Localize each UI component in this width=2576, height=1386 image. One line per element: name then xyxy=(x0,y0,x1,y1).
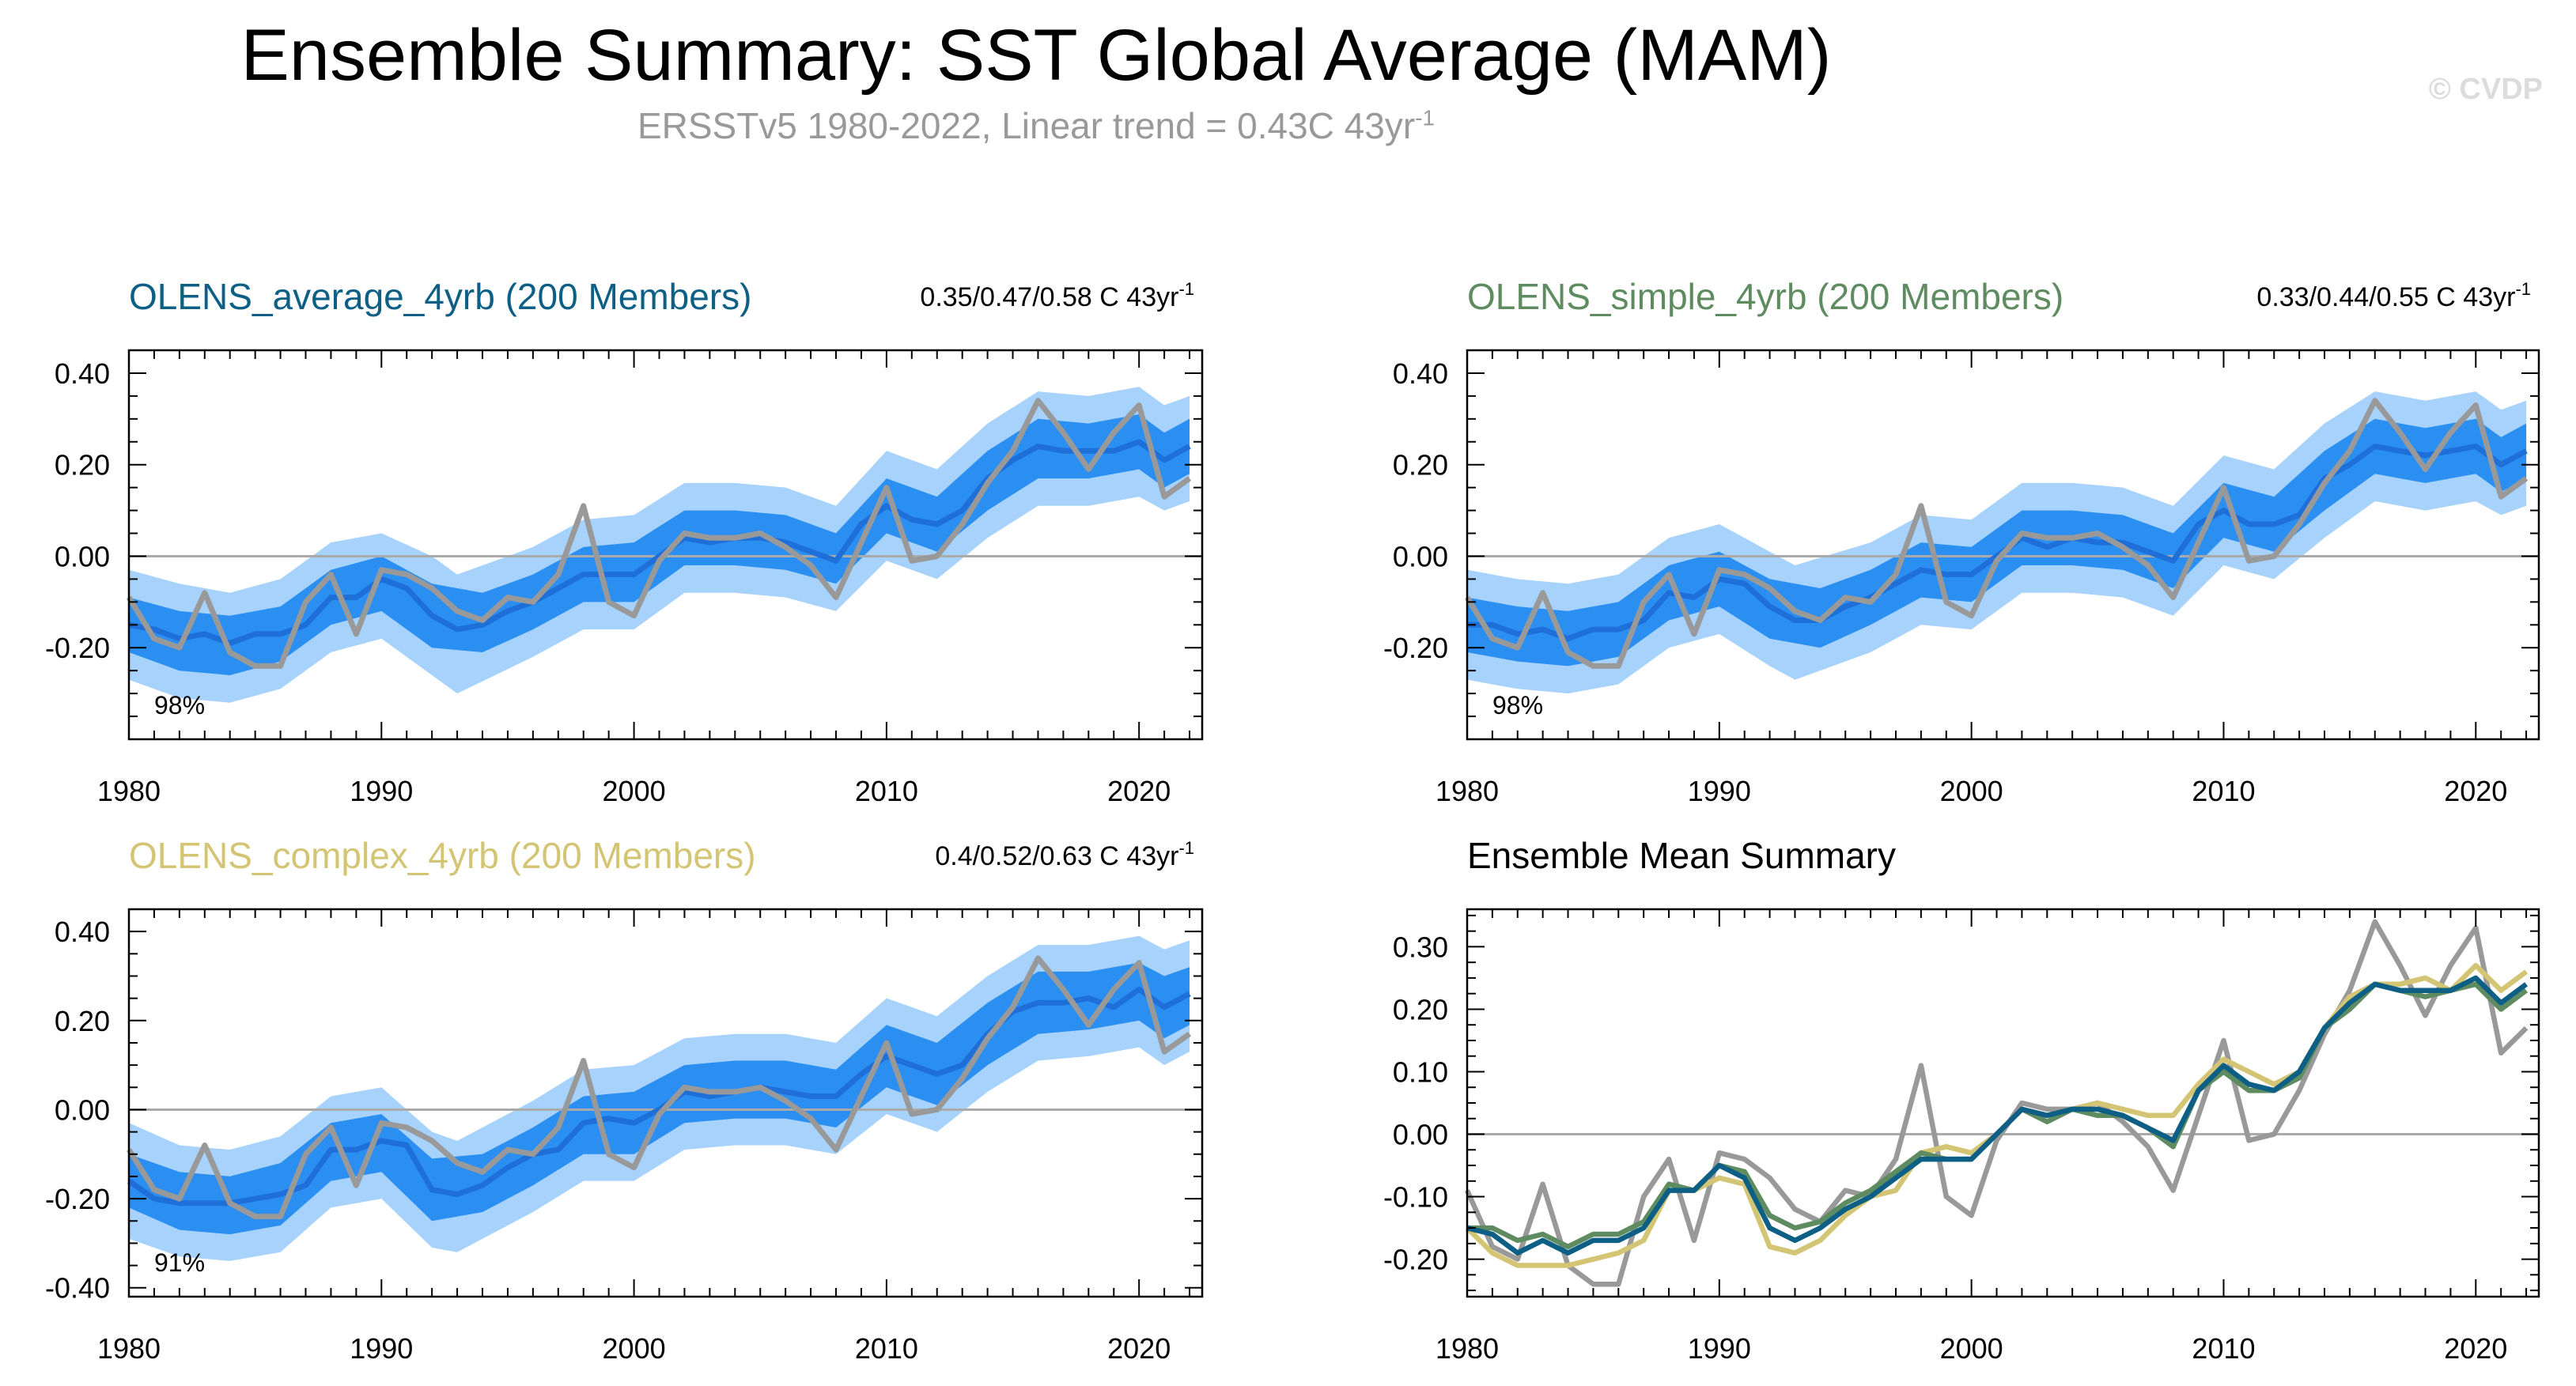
y-tick-label: -0.20 xyxy=(45,632,110,664)
x-tick-label: 2010 xyxy=(855,1332,918,1365)
trend-superscript: -1 xyxy=(1178,279,1194,299)
inner-spread-band xyxy=(129,414,1190,675)
x-tick-label: 2020 xyxy=(2444,1332,2507,1365)
summary-series-line-4 xyxy=(1466,975,2529,1256)
trend-label: 0.33/0.44/0.55 C 43yr-1 xyxy=(2256,279,2531,312)
y-tick-label: 0.00 xyxy=(1393,1119,1448,1151)
panel-title: OLENS_simple_4yrb (200 Members) xyxy=(1467,276,2063,317)
observations-line xyxy=(127,955,1192,1220)
percent-label: 98% xyxy=(1492,691,1543,719)
observations-line xyxy=(127,398,1192,669)
percent-label: 98% xyxy=(154,691,205,719)
main-subtitle: ERSSTv5 1980-2022, Linear trend = 0.43C … xyxy=(0,104,2072,147)
y-tick-label: 0.30 xyxy=(1393,931,1448,963)
ensemble-mean-line xyxy=(127,986,1191,1207)
trend-label: 0.4/0.52/0.63 C 43yr-1 xyxy=(935,838,1194,871)
x-tick-label: 2010 xyxy=(855,775,918,807)
chart-panel-1: OLENS_average_4yrb (200 Members) 0.35/0.4… xyxy=(45,276,1204,807)
x-tick-label: 2010 xyxy=(2192,775,2255,807)
y-tick-label: 0.20 xyxy=(1393,993,1448,1025)
x-tick-label: 1990 xyxy=(1688,1332,1751,1365)
y-tick-label: 0.20 xyxy=(55,449,110,482)
subtitle-text: ERSSTv5 1980-2022, Linear trend = 0.43C … xyxy=(637,105,1416,146)
y-tick-label: -0.20 xyxy=(1383,632,1448,664)
y-tick-label: -0.20 xyxy=(45,1183,110,1215)
x-tick-label: 2020 xyxy=(1107,1332,1171,1365)
y-tick-label: -0.20 xyxy=(1383,1244,1448,1276)
x-tick-label: 2010 xyxy=(2192,1332,2255,1365)
x-tick-label: 2000 xyxy=(1940,775,2003,807)
trend-superscript: -1 xyxy=(1178,838,1194,858)
trend-value: 0.33/0.44/0.55 C 43yr xyxy=(2256,282,2515,312)
panel-title: Ensemble Mean Summary xyxy=(1467,835,1896,876)
plot-frame xyxy=(127,349,1204,741)
y-tick-label: 0.20 xyxy=(55,1005,110,1037)
cvdp-watermark: © CVDP xyxy=(2428,73,2543,106)
trend-label: 0.35/0.47/0.58 C 43yr-1 xyxy=(920,279,1194,312)
x-tick-label: 2000 xyxy=(603,1332,666,1365)
y-tick-label: 0.00 xyxy=(1393,540,1448,572)
trend-value: 0.35/0.47/0.58 C 43yr xyxy=(920,282,1178,312)
summary-series-line-3 xyxy=(1467,981,2529,1250)
panel-title: OLENS_complex_4yrb (200 Members) xyxy=(129,835,756,876)
x-tick-label: 1990 xyxy=(1688,775,1751,807)
main-title: Ensemble Summary: SST Global Average (MA… xyxy=(240,15,1832,96)
y-tick-label: 0.00 xyxy=(55,540,110,572)
x-tick-label: 1980 xyxy=(97,1332,161,1365)
x-tick-label: 1990 xyxy=(350,775,413,807)
y-tick-label: -0.40 xyxy=(45,1272,110,1305)
plot-frame xyxy=(127,908,1204,1298)
subtitle-superscript: -1 xyxy=(1415,105,1436,130)
x-tick-label: 1990 xyxy=(350,1332,413,1365)
trend-superscript: -1 xyxy=(2515,279,2531,299)
x-tick-label: 2020 xyxy=(1107,775,1171,807)
y-tick-label: -0.10 xyxy=(1383,1181,1448,1214)
x-tick-label: 2000 xyxy=(1940,1332,2003,1365)
summary-series-line-1 xyxy=(1465,919,2529,1287)
x-tick-label: 1980 xyxy=(1436,1332,1499,1365)
plot-frame xyxy=(1466,349,2540,741)
x-tick-label: 1980 xyxy=(1436,775,1499,807)
x-tick-label: 1980 xyxy=(97,775,161,807)
inner-spread-band xyxy=(129,962,1190,1235)
percent-label: 91% xyxy=(154,1248,205,1277)
chart-panel-3: OLENS_complex_4yrb (200 Members) 0.4/0.52… xyxy=(45,835,1204,1365)
x-tick-label: 2000 xyxy=(603,775,666,807)
chart-panel-4: Ensemble Mean Summary -0.20 -0.10 0.00 0.10 0… xyxy=(1383,835,2540,1365)
y-tick-label: 0.10 xyxy=(1393,1056,1448,1088)
chart-panel-2: OLENS_simple_4yrb (200 Members) 0.33/0.44… xyxy=(1383,276,2540,807)
y-tick-label: 0.40 xyxy=(55,357,110,390)
x-tick-label: 2020 xyxy=(2444,775,2507,807)
y-tick-label: 0.40 xyxy=(1393,357,1448,390)
inner-spread-band xyxy=(1467,418,2527,667)
ensemble-mean-line xyxy=(128,439,1191,646)
observations-line xyxy=(1465,398,2529,669)
y-tick-label: 0.20 xyxy=(1393,449,1448,482)
y-tick-label: 0.40 xyxy=(55,916,110,948)
panel-title: OLENS_average_4yrb (200 Members) xyxy=(129,276,751,317)
summary-series-line-2 xyxy=(1465,962,2529,1268)
trend-value: 0.4/0.52/0.63 C 43yr xyxy=(935,841,1178,871)
ensemble-mean-line xyxy=(1467,444,2528,642)
y-tick-label: 0.00 xyxy=(55,1093,110,1126)
